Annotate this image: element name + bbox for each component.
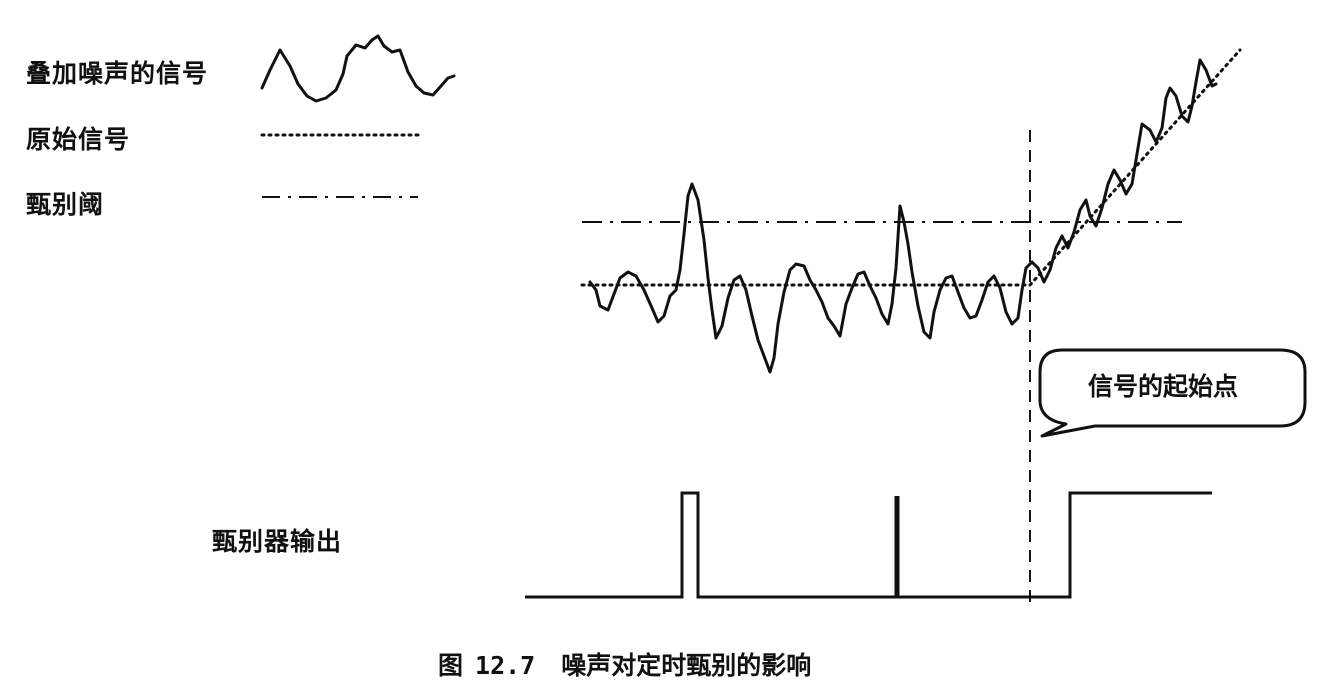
noisy-signal-curve [588, 58, 1218, 374]
caption-prefix: 图 [438, 651, 464, 680]
legend-threshold-label: 甄别阈 [26, 190, 105, 219]
callout-bubble [1038, 348, 1307, 438]
legend-original-signal-label: 原始信号 [26, 125, 131, 154]
discriminator-output-label: 甄别器输出 [212, 527, 343, 556]
figure-caption: 图 12.7 噪声对定时甄别的影响 [438, 646, 811, 682]
legend-noisy-signal-label: 叠加噪声的信号 [26, 59, 209, 88]
legend-noisy-signal-sample [260, 34, 456, 103]
caption-number: 12.7 [475, 651, 536, 680]
discriminator-output-trace [525, 491, 1212, 599]
callout-label: 信号的起始点 [1088, 372, 1239, 401]
caption-title: 噪声对定时甄别的影响 [561, 651, 812, 680]
